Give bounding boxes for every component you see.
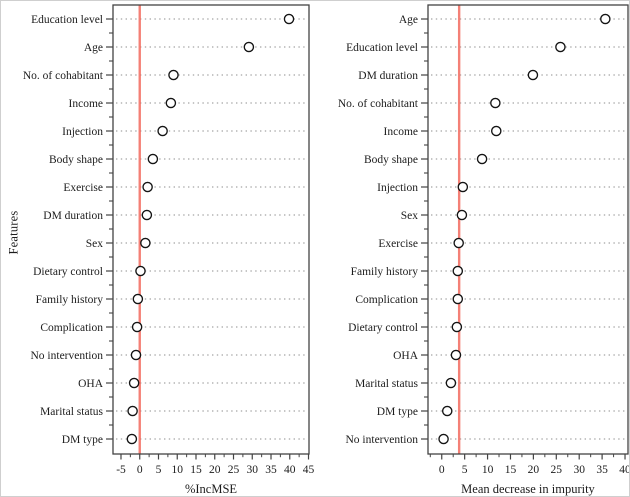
y-tick-label: DM duration [358, 70, 418, 82]
y-tick-label: Dietary control [33, 266, 103, 278]
data-point [128, 377, 140, 389]
x-axis-title: Mean decrease in impurity [461, 482, 595, 496]
y-tick-label: Education level [31, 14, 103, 26]
x-tick-label: 35 [596, 464, 608, 476]
x-tick-label: 45 [303, 464, 315, 476]
x-axis-title: %IncMSE [185, 482, 237, 496]
data-point [126, 433, 138, 445]
y-tick-label: Sex [86, 238, 104, 250]
x-tick-label: 20 [528, 464, 540, 476]
x-tick-label: 35 [265, 464, 277, 476]
y-tick-label: Age [84, 42, 103, 54]
data-point [555, 41, 566, 53]
y-tick-label: Marital status [355, 378, 418, 390]
data-point [132, 293, 144, 305]
data-point [445, 377, 457, 389]
x-tick-label: 25 [228, 464, 240, 476]
x-tick-label: 25 [551, 464, 563, 476]
data-point [157, 125, 168, 137]
y-tick-label: Complication [355, 294, 418, 306]
y-tick-label: Family history [36, 294, 104, 306]
x-tick-label: 40 [619, 464, 630, 476]
data-point [283, 13, 295, 25]
data-point [168, 69, 179, 81]
data-point [141, 209, 153, 221]
data-point [452, 265, 464, 277]
y-tick-label: DM duration [43, 210, 103, 222]
data-point [457, 181, 469, 193]
data-point [438, 433, 449, 445]
y-tick-label: OHA [393, 350, 419, 362]
x-tick-label: 0 [137, 464, 143, 476]
x-tick-label: 5 [462, 464, 468, 476]
data-point [131, 321, 143, 333]
x-tick-label: 15 [190, 464, 202, 476]
y-tick-label: Complication [40, 322, 103, 334]
data-point [140, 237, 151, 249]
y-tick-label: DM type [62, 434, 103, 446]
data-point [456, 209, 468, 221]
data-point [476, 153, 488, 165]
x-tick-label: 5 [156, 464, 162, 476]
data-point [490, 125, 502, 137]
y-tick-label: Income [69, 98, 103, 110]
y-tick-label: Body shape [49, 154, 103, 166]
data-point [127, 405, 138, 417]
y-tick-label: No intervention [346, 434, 419, 446]
x-tick-label: 30 [247, 464, 259, 476]
x-tick-label: 40 [284, 464, 296, 476]
x-tick-label: 10 [171, 464, 183, 476]
x-tick-label: 15 [505, 464, 517, 476]
y-tick-label: Exercise [378, 238, 418, 250]
y-tick-label: OHA [78, 378, 104, 390]
data-point [451, 321, 463, 333]
plot-border [427, 4, 629, 455]
plot-border [112, 4, 310, 455]
data-point [490, 97, 501, 109]
y-tick-label: Education level [346, 42, 418, 54]
data-point [453, 237, 464, 249]
x-tick-label: 10 [482, 464, 494, 476]
y-tick-label: Sex [401, 210, 419, 222]
x-tick-label: -5 [116, 464, 126, 476]
data-point [452, 293, 464, 305]
data-point [527, 69, 539, 81]
y-tick-label: Marital status [40, 406, 103, 418]
y-tick-label: Injection [377, 182, 418, 194]
data-point [130, 349, 142, 361]
data-point [441, 405, 453, 417]
y-tick-label: Exercise [63, 182, 103, 194]
data-point [243, 41, 255, 53]
data-point [142, 181, 153, 193]
y-tick-label: No intervention [31, 350, 104, 362]
y-tick-label: Dietary control [348, 322, 418, 334]
data-point [450, 349, 462, 361]
y-tick-label: Body shape [364, 154, 418, 166]
x-tick-label: 20 [209, 464, 221, 476]
data-point [147, 153, 159, 165]
y-tick-label: Income [384, 126, 418, 138]
data-point [165, 97, 177, 109]
x-tick-label: 0 [439, 464, 445, 476]
y-tick-label: DM type [377, 406, 418, 418]
data-point [135, 265, 146, 277]
y-tick-label: Age [399, 14, 418, 26]
y-tick-label: No. of cohabitant [338, 98, 419, 110]
y-axis-title: Features [6, 210, 21, 255]
data-point [600, 13, 611, 25]
y-tick-label: Family history [351, 266, 419, 278]
y-tick-label: No. of cohabitant [23, 70, 104, 82]
x-tick-label: 30 [573, 464, 585, 476]
y-tick-label: Injection [62, 126, 103, 138]
